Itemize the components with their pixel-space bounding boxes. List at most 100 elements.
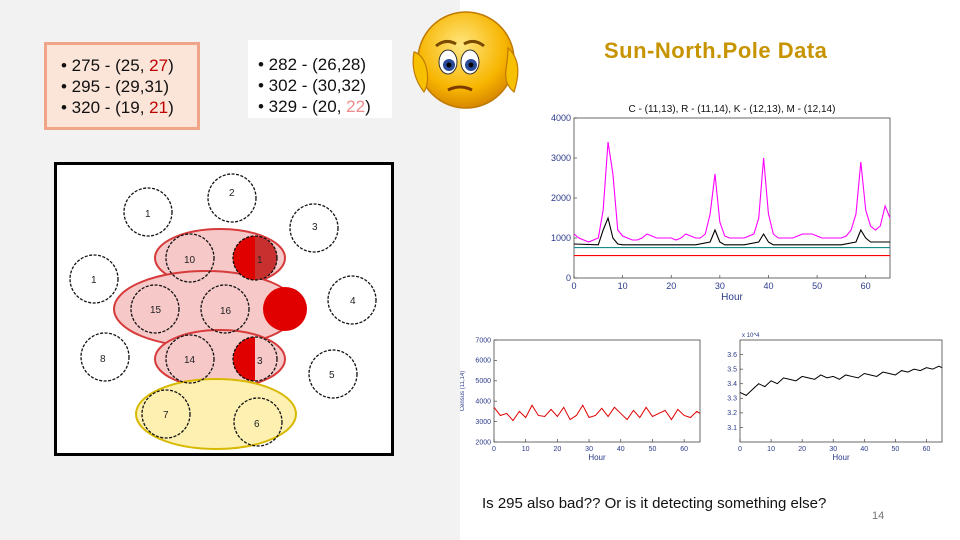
cell-circle — [327, 275, 377, 325]
series-line-c — [573, 141, 891, 243]
cell-11-half — [255, 236, 277, 280]
cell-label: 15 — [150, 305, 162, 316]
y-tick-label: 3.4 — [727, 381, 737, 388]
x-tick-label: 50 — [649, 446, 657, 453]
cell-circle — [165, 334, 215, 384]
cell-label: 1 — [145, 209, 151, 220]
y-tick-label: 0 — [566, 273, 571, 283]
cell-label: 3 — [312, 222, 318, 233]
group-ellipse-yellow — [135, 378, 297, 450]
cell-circle — [123, 187, 173, 237]
y-axis-label: Census (11,14) — [460, 371, 466, 412]
slide-title: Sun-North.Pole Data — [604, 38, 828, 63]
cell-label: 1 — [257, 255, 263, 266]
cell-label: 8 — [100, 354, 106, 365]
left-list-box: • 275 - (25, 27) • 295 - (29,31) • 320 -… — [44, 42, 200, 130]
cell-circle — [80, 332, 130, 382]
y-tick-label: 5000 — [475, 378, 491, 385]
cell-label: 5 — [329, 370, 335, 381]
y-tick-label: 3.3 — [727, 396, 737, 403]
y-tick-label: 1000 — [551, 233, 571, 243]
series-line-census--11-14- — [493, 404, 701, 422]
y-tick-label: 3.1 — [727, 425, 737, 432]
y-tick-label: 3.2 — [727, 410, 737, 417]
cell-circle — [165, 233, 215, 283]
cell-circle — [233, 397, 283, 447]
cell-label: 10 — [184, 255, 196, 266]
cell-circle — [200, 284, 250, 334]
cell-label: 6 — [254, 419, 260, 430]
cell-label: 4 — [350, 296, 356, 307]
cell-circle — [69, 254, 119, 304]
cell-12-filled — [263, 287, 307, 331]
y-tick-label: 2000 — [475, 439, 491, 446]
x-tick-label: 30 — [585, 446, 593, 453]
x-axis-label: Hour — [832, 453, 850, 462]
plot-frame — [739, 339, 943, 443]
chart-census-11-14: 0 10 20 30 40 50 60 2000 3000 4000 5000 6000 7000 Hou… — [460, 337, 701, 462]
y-tick-label: 7000 — [475, 337, 491, 344]
left-list-item: • 295 - (29,31) — [61, 77, 170, 96]
y-tick-label: 3000 — [551, 153, 571, 163]
cell-circle — [289, 203, 339, 253]
cell-label: 14 — [184, 355, 196, 366]
x-tick-label: 60 — [923, 446, 931, 453]
y-tick-label: 3.6 — [727, 352, 737, 359]
x-tick-label: 40 — [763, 281, 773, 291]
right-list-background — [248, 40, 392, 118]
y-tick-label: 4000 — [551, 113, 571, 123]
y-tick-label: 3000 — [475, 419, 491, 426]
cell-label: 3 — [257, 356, 263, 367]
cell-circle — [232, 235, 278, 281]
right-list-item: • 329 - (20, 22) — [258, 97, 371, 116]
chart-title: C - (11,13), R - (11,14), K - (12,13), M… — [629, 104, 836, 115]
y-tick-label: 6000 — [475, 358, 491, 365]
left-list: • 275 - (25, 27) • 295 - (29,31) • 320 -… — [61, 55, 174, 118]
chart-census-10-14: 01020304050603.13.23.33.43.53.6HourCensu… — [727, 333, 943, 462]
left-list-item: • 320 - (19, 21) — [61, 98, 174, 117]
x-tick-label: 0 — [492, 446, 496, 453]
y-tick-label: 4000 — [475, 399, 491, 406]
worried-face-icon — [412, 11, 519, 109]
cell-13-half — [233, 337, 255, 381]
x-tick-label: 20 — [553, 446, 561, 453]
plot-frame — [573, 117, 891, 279]
x-tick-label: 20 — [666, 281, 676, 291]
x-tick-label: 10 — [618, 281, 628, 291]
y-tick-label: 2000 — [551, 193, 571, 203]
plot-frame — [493, 339, 701, 443]
x-tick-label: 30 — [829, 446, 837, 453]
cell-label: 1 — [91, 275, 97, 286]
cell-label: 7 — [163, 410, 169, 421]
cell-circle — [232, 336, 278, 382]
cell-diagram: 2 1 3 1 10 1 15 16 4 8 14 3 5 7 6 — [54, 162, 394, 456]
x-tick-label: 60 — [680, 446, 688, 453]
caption-text: Is 295 also bad?? Or is it detecting som… — [482, 495, 827, 512]
right-list: • 282 - (26,28) • 302 - (30,32) • 329 - … — [258, 54, 371, 117]
cell-label: 2 — [229, 188, 235, 199]
y-tick-label: 3.5 — [727, 366, 737, 373]
x-axis-label: Hour — [588, 453, 606, 462]
right-list-item: • 282 - (26,28) — [258, 55, 367, 74]
x-tick-label: 10 — [522, 446, 530, 453]
cell-label: 16 — [220, 306, 232, 317]
x-axis-label: Hour — [721, 292, 743, 303]
series-line-r — [573, 216, 890, 246]
x-tick-label: 0 — [571, 281, 576, 291]
cell-circle — [207, 173, 257, 223]
x-tick-label: 50 — [812, 281, 822, 291]
x-tick-label: 60 — [861, 281, 871, 291]
cell-circle — [130, 284, 180, 334]
cell-circle — [141, 389, 191, 439]
chart-main: 0 10 20 30 40 50 60 0 1000 2000 3000 4000 Hour C - (1… — [551, 104, 891, 303]
cell-circle — [308, 349, 358, 399]
x-tick-label: 50 — [891, 446, 899, 453]
x-tick-label: 10 — [767, 446, 775, 453]
x-tick-label: 40 — [860, 446, 868, 453]
right-list-item: • 302 - (30,32) — [258, 76, 367, 95]
x-tick-label: 20 — [798, 446, 806, 453]
x-tick-label: 30 — [715, 281, 725, 291]
series-line-census--10-14- — [739, 365, 943, 396]
x-tick-label: 40 — [617, 446, 625, 453]
x-tick-label: 0 — [738, 446, 742, 453]
